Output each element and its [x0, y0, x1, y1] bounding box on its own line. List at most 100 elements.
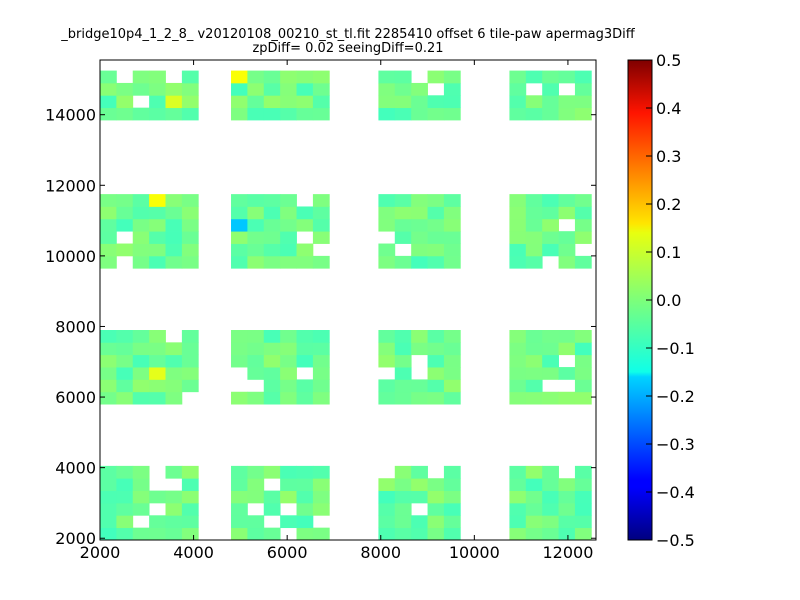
- heatmap-cell: [149, 231, 166, 244]
- heatmap-cell: [312, 354, 330, 368]
- heatmap-cell: [574, 465, 592, 479]
- heatmap-cell: [181, 354, 199, 368]
- heatmap-cell: [100, 391, 117, 405]
- heatmap-cell: [394, 379, 412, 393]
- heatmap-cell: [525, 194, 543, 207]
- heatmap-cell: [280, 478, 297, 491]
- heatmap-cell: [132, 465, 150, 479]
- heatmap-cell: [247, 354, 265, 368]
- heatmap-cell: [542, 465, 559, 479]
- heatmap-cell: [165, 218, 183, 232]
- heatmap-cell: [509, 379, 527, 393]
- x-tick-label: 10000: [449, 543, 500, 562]
- heatmap-cell: [231, 82, 248, 96]
- heatmap-cell: [509, 231, 527, 244]
- heatmap-cell: [427, 490, 445, 504]
- heatmap-cell: [378, 95, 396, 109]
- heatmap-cell: [247, 95, 265, 109]
- heatmap-cell: [525, 391, 543, 405]
- heatmap-cell: [394, 515, 412, 529]
- heatmap-cell: [280, 367, 297, 380]
- heatmap-cell: [247, 231, 265, 244]
- heatmap-cell: [132, 354, 150, 368]
- heatmap-cell: [525, 255, 543, 269]
- heatmap-cell: [558, 367, 576, 380]
- heatmap-cell: [100, 502, 117, 516]
- colorbar-tick-label: −0.5: [656, 531, 695, 550]
- heatmap-cell: [394, 465, 412, 479]
- heatmap-cell: [132, 107, 150, 121]
- heatmap-cell: [509, 367, 527, 380]
- x-tick-label: 12000: [542, 543, 593, 562]
- y-tick-label: 14000: [45, 106, 96, 125]
- heatmap-cell: [443, 206, 461, 220]
- heatmap-cell: [394, 70, 412, 84]
- heatmap-cell: [132, 342, 150, 356]
- heatmap-cell: [263, 107, 281, 121]
- heatmap-cell: [263, 218, 281, 232]
- heatmap-cell: [149, 82, 166, 96]
- heatmap-cell: [231, 391, 248, 405]
- heatmap-cell: [509, 527, 527, 541]
- heatmap-cell: [525, 95, 543, 109]
- heatmap-cell: [427, 379, 445, 393]
- colorbar-tick-label: 0.0: [656, 291, 681, 310]
- colorbar-tick-label: 0.4: [656, 99, 681, 118]
- heatmap-cell: [231, 194, 248, 207]
- heatmap-cell: [542, 330, 559, 343]
- y-tick-label: 12000: [45, 176, 96, 195]
- heatmap-cell: [574, 70, 592, 84]
- heatmap-cell: [100, 330, 117, 343]
- heatmap-cell: [149, 367, 166, 380]
- heatmap-cell: [312, 465, 330, 479]
- heatmap-cell: [132, 218, 150, 232]
- heatmap-cell: [165, 231, 183, 244]
- heatmap-cell: [542, 194, 559, 207]
- heatmap-cell: [100, 527, 117, 541]
- heatmap-cell: [116, 243, 134, 257]
- heatmap-cell: [312, 342, 330, 356]
- heatmap-cell: [263, 255, 281, 269]
- heatmap-cell: [378, 490, 396, 504]
- heatmap-cell: [149, 95, 166, 109]
- heatmap-cell: [509, 330, 527, 343]
- heatmap-cell: [411, 379, 428, 393]
- heatmap-cell: [525, 218, 543, 232]
- heatmap-cell: [100, 379, 117, 393]
- heatmap-cell: [231, 342, 248, 356]
- heatmap-cell: [509, 194, 527, 207]
- heatmap-cell: [574, 367, 592, 380]
- heatmap-cell: [181, 107, 199, 121]
- heatmap-cell: [181, 70, 199, 84]
- heatmap-cell: [263, 354, 281, 368]
- heatmap-cell: [558, 502, 576, 516]
- y-tick-label: 6000: [55, 388, 96, 407]
- y-tick-label: 4000: [55, 459, 96, 478]
- heatmap-cell: [525, 342, 543, 356]
- heatmap-cell: [574, 330, 592, 343]
- heatmap-cell: [231, 515, 248, 529]
- heatmap-cell: [427, 527, 445, 541]
- heatmap-cell: [427, 218, 445, 232]
- heatmap-cell: [574, 95, 592, 109]
- heatmap-cell: [378, 194, 396, 207]
- heatmap-cell: [443, 231, 461, 244]
- heatmap-cell: [411, 194, 428, 207]
- heatmap-cell: [231, 70, 248, 84]
- heatmap-cell: [411, 95, 428, 109]
- heatmap-cell: [394, 218, 412, 232]
- colorbar-tick-label: 0.3: [656, 147, 681, 166]
- heatmap-cell: [280, 194, 297, 207]
- heatmap-cell: [296, 330, 314, 343]
- heatmap-cell: [525, 354, 543, 368]
- heatmap-cell: [558, 194, 576, 207]
- heatmap-cell: [181, 218, 199, 232]
- heatmap-cell: [149, 243, 166, 257]
- heatmap-cell: [427, 194, 445, 207]
- heatmap-cell: [132, 255, 150, 269]
- heatmap-cell: [378, 70, 396, 84]
- heatmap-cell: [542, 490, 559, 504]
- heatmap-cell: [312, 82, 330, 96]
- heatmap-cell: [165, 206, 183, 220]
- heatmap-cell: [312, 231, 330, 244]
